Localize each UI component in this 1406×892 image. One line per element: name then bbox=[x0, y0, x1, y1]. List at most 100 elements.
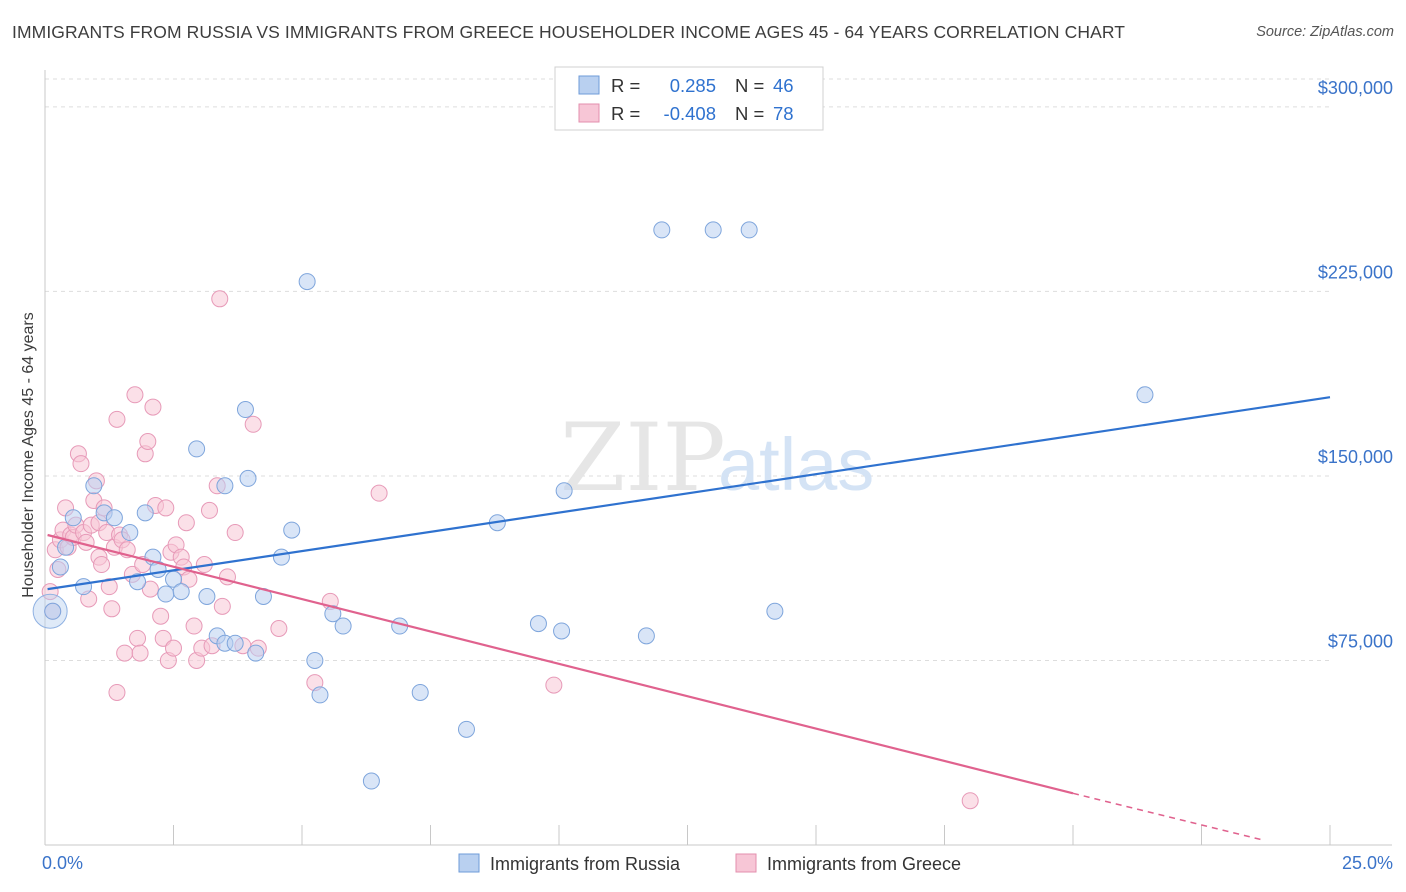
russia-point bbox=[172, 583, 190, 601]
gridlines bbox=[45, 78, 1330, 661]
russia-point bbox=[85, 477, 103, 495]
russia-point bbox=[239, 469, 257, 487]
greece-point bbox=[152, 607, 170, 625]
russia-point bbox=[44, 602, 62, 620]
russia-point bbox=[740, 221, 758, 239]
russia-point bbox=[105, 509, 123, 527]
chart-title: IMMIGRANTS FROM RUSSIA VS IMMIGRANTS FRO… bbox=[12, 22, 1126, 42]
greece-point bbox=[116, 644, 134, 662]
russia-point bbox=[136, 504, 154, 522]
russia-point bbox=[704, 221, 722, 239]
legend-greece-n-value: 78 bbox=[773, 103, 794, 124]
greece-point bbox=[72, 455, 90, 473]
bottom-legend-greece-label: Immigrants from Greece bbox=[767, 854, 961, 874]
russia-point bbox=[637, 627, 655, 645]
russia-point bbox=[283, 521, 301, 539]
bottom-legend-russia-swatch bbox=[458, 853, 480, 873]
y-axis-label: Householder Income Ages 45 - 64 years bbox=[20, 312, 37, 598]
y-tick-label: $150,000 bbox=[1318, 447, 1393, 467]
greece-trend-line-extension bbox=[1072, 792, 1264, 841]
trend-lines bbox=[47, 396, 1331, 841]
russia-point bbox=[311, 686, 329, 704]
russia-point bbox=[121, 524, 139, 542]
russia-point bbox=[236, 401, 254, 419]
axes bbox=[44, 70, 1392, 846]
greece-point bbox=[100, 578, 118, 596]
y-tick-label: $75,000 bbox=[1328, 631, 1393, 651]
russia-trend-line bbox=[47, 396, 1331, 591]
legend-box bbox=[554, 66, 824, 131]
russia-point bbox=[64, 509, 82, 527]
greece-point bbox=[270, 619, 288, 637]
greece-trend-line bbox=[47, 533, 1074, 795]
greece-point bbox=[185, 617, 203, 635]
legend-greece-r-value: -0.408 bbox=[664, 103, 716, 124]
greece-point bbox=[108, 683, 126, 701]
russia-point bbox=[334, 617, 352, 635]
x-tick-labels: 0.0% 25.0% bbox=[42, 853, 1393, 873]
legend-russia-n-label: N = bbox=[735, 75, 764, 96]
greece-point bbox=[144, 398, 162, 416]
watermark-zip: ZIP bbox=[560, 404, 726, 513]
greece-point bbox=[545, 676, 563, 694]
legend-russia-r-value: 0.285 bbox=[670, 75, 716, 96]
russia-point bbox=[324, 605, 342, 623]
greece-point bbox=[961, 792, 979, 810]
greece-point bbox=[139, 433, 157, 451]
legend-greece-r-label: R = bbox=[611, 103, 640, 124]
greece-point bbox=[141, 580, 159, 598]
russia-point bbox=[553, 622, 571, 640]
russia-point bbox=[362, 772, 380, 790]
russia-point bbox=[198, 588, 216, 606]
greece-point bbox=[244, 415, 262, 433]
x-tick-label: 0.0% bbox=[42, 853, 83, 873]
legend-greece-swatch bbox=[578, 103, 600, 123]
x-tick-label: 25.0% bbox=[1342, 853, 1393, 873]
legend-russia-n-value: 46 bbox=[773, 75, 794, 96]
russia-point bbox=[298, 273, 316, 291]
greece-point bbox=[154, 629, 172, 647]
bottom-legend-greece-swatch bbox=[735, 853, 757, 873]
greece-point bbox=[129, 629, 147, 647]
greece-point bbox=[211, 290, 229, 308]
russia-point bbox=[529, 615, 547, 633]
correlation-legend: R = 0.285 N = 46 R = -0.408 N = 78 bbox=[554, 66, 824, 131]
greece-point bbox=[108, 410, 126, 428]
russia-point bbox=[75, 578, 93, 596]
greece-point bbox=[165, 639, 182, 657]
russia-point bbox=[653, 221, 671, 239]
watermark-atlas: atlas bbox=[718, 423, 874, 506]
russia-point bbox=[157, 585, 175, 603]
russia-point bbox=[306, 651, 324, 669]
russia-points bbox=[32, 221, 1154, 790]
greece-point bbox=[226, 524, 244, 542]
greece-point bbox=[93, 556, 111, 574]
russia-point bbox=[247, 644, 265, 662]
bottom-legend-russia-label: Immigrants from Russia bbox=[490, 854, 681, 874]
russia-point bbox=[411, 683, 429, 701]
greece-point bbox=[126, 386, 144, 404]
russia-point bbox=[216, 477, 234, 495]
greece-point bbox=[200, 501, 218, 519]
source-label: Source: ZipAtlas.com bbox=[1256, 24, 1394, 40]
russia-point bbox=[272, 548, 290, 566]
watermark: ZIP atlas bbox=[560, 404, 874, 513]
greece-point bbox=[213, 597, 231, 615]
greece-point bbox=[177, 514, 195, 532]
russia-point bbox=[226, 634, 244, 652]
greece-points bbox=[41, 290, 979, 810]
legend-greece-n-label: N = bbox=[735, 103, 764, 124]
y-tick-labels: $75,000 $150,000 $225,000 $300,000 bbox=[1318, 78, 1393, 652]
russia-point bbox=[51, 558, 69, 576]
greece-point bbox=[370, 484, 388, 502]
legend-russia-r-label: R = bbox=[611, 75, 640, 96]
russia-point bbox=[555, 482, 573, 500]
russia-point bbox=[766, 602, 784, 620]
legend-russia-swatch bbox=[578, 75, 600, 95]
greece-point bbox=[103, 600, 121, 618]
greece-point bbox=[157, 499, 175, 517]
russia-point bbox=[1136, 386, 1154, 404]
y-tick-label: $300,000 bbox=[1318, 78, 1393, 98]
russia-point bbox=[129, 573, 147, 591]
